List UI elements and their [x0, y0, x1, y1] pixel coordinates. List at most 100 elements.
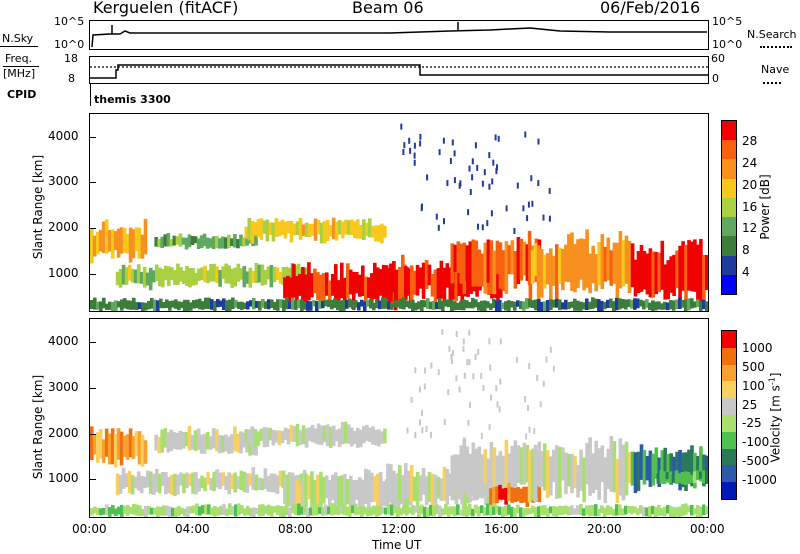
heatmap-cell	[395, 269, 399, 302]
heatmap-cell	[558, 505, 562, 516]
heatmap-cell	[451, 139, 454, 146]
heatmap-cell	[539, 451, 544, 487]
heatmap-cell	[255, 301, 259, 308]
heatmap-cell	[448, 345, 451, 352]
heatmap-cell	[609, 250, 614, 286]
heatmap-cell	[591, 453, 595, 493]
heatmap-cell	[540, 505, 544, 516]
heatmap-cell	[459, 509, 463, 516]
power-y-tick-label: 2000	[48, 220, 79, 234]
heatmap-cell	[543, 505, 547, 516]
heatmap-cell	[513, 251, 518, 289]
heatmap-cell	[408, 507, 412, 514]
x-tick-label: 00:00	[690, 522, 725, 536]
heatmap-cell	[486, 458, 491, 497]
heatmap-cell	[364, 276, 368, 307]
heatmap-cell	[513, 228, 516, 234]
heatmap-cell	[495, 385, 498, 392]
heatmap-cell	[93, 297, 97, 310]
heatmap-cell	[213, 300, 217, 311]
heatmap-cell	[183, 508, 187, 517]
heatmap-cell	[356, 219, 360, 239]
heatmap-cell	[671, 474, 676, 483]
heatmap-cell	[195, 503, 199, 516]
heatmap-cell	[355, 480, 359, 500]
heatmap-cell	[279, 506, 283, 517]
heatmap-cell	[228, 299, 232, 311]
heatmap-cell	[689, 474, 694, 483]
heatmap-cell	[573, 455, 577, 489]
heatmap-cell	[324, 299, 328, 307]
nsky-label: N.Sky	[2, 32, 34, 45]
heatmap-cell	[295, 424, 300, 447]
heatmap-cell	[555, 244, 559, 303]
heatmap-cell	[295, 479, 299, 513]
heatmap-cell	[400, 123, 403, 130]
cpid-value: themis 3300	[94, 93, 171, 106]
heatmap-cell	[179, 472, 183, 486]
heatmap-cell	[126, 300, 130, 310]
heatmap-cell	[491, 178, 494, 185]
heatmap-cell	[504, 487, 508, 505]
heatmap-cell	[497, 135, 500, 142]
heatmap-cell	[678, 297, 682, 309]
heatmap-cell	[224, 263, 228, 284]
heatmap-cell	[488, 338, 491, 345]
heatmap-cell	[101, 439, 106, 463]
heatmap-cell	[701, 470, 706, 484]
heatmap-cell	[378, 269, 383, 296]
station-title: Kerguelen (fitACF)	[93, 0, 239, 17]
heatmap-cell	[536, 450, 541, 485]
nave-tick-top: 60	[711, 52, 725, 65]
heatmap-cell	[660, 450, 665, 477]
heatmap-cell	[606, 237, 611, 281]
x-tick-label: 00:00	[72, 522, 107, 536]
heatmap-cell	[239, 470, 244, 491]
heatmap-cell	[663, 506, 667, 517]
heatmap-cell	[624, 505, 628, 515]
heatmap-cell	[426, 298, 430, 309]
heatmap-cell	[467, 419, 470, 426]
heatmap-cell	[121, 264, 126, 285]
heatmap-cell	[227, 436, 231, 454]
heatmap-cell	[522, 301, 526, 311]
heatmap-cell	[438, 298, 442, 310]
heatmap-cell	[507, 504, 511, 515]
heatmap-cell	[292, 223, 297, 236]
x-tick-label: 04:00	[175, 522, 210, 536]
heatmap-cell	[375, 506, 379, 517]
heatmap-cell	[327, 506, 331, 515]
heatmap-cell	[474, 353, 477, 360]
heatmap-cell	[331, 274, 335, 296]
heatmap-cell	[162, 302, 166, 309]
heatmap-cell	[433, 474, 438, 505]
heatmap-cell	[113, 434, 118, 468]
heatmap-cell	[138, 302, 142, 310]
power-y-tick	[90, 136, 96, 138]
heatmap-cell	[322, 476, 326, 504]
heatmap-cell	[528, 363, 531, 370]
heatmap-cell	[498, 484, 502, 500]
heatmap-cell	[298, 217, 303, 240]
heatmap-cell	[456, 504, 460, 516]
heatmap-cell	[321, 507, 325, 516]
heatmap-cell	[363, 301, 367, 311]
velocity-colorbar-tick-label: 100	[742, 378, 765, 393]
heatmap-cell	[419, 140, 422, 147]
heatmap-cell	[216, 507, 220, 516]
heatmap-cell	[370, 273, 374, 309]
heatmap-cell	[489, 504, 493, 516]
heatmap-cell	[522, 508, 526, 517]
heatmap-cell	[443, 419, 446, 426]
heatmap-cell	[163, 234, 168, 247]
heatmap-cell	[488, 183, 491, 190]
heatmap-cell	[480, 454, 485, 499]
heatmap-cell	[393, 506, 397, 513]
heatmap-cell	[504, 301, 508, 311]
heatmap-cell	[430, 362, 433, 369]
heatmap-cell	[167, 477, 171, 494]
heatmap-cell	[430, 473, 435, 509]
heatmap-cell	[421, 262, 426, 299]
velocity-y-tick-label: 4000	[48, 333, 79, 348]
heatmap-cell	[582, 238, 586, 291]
